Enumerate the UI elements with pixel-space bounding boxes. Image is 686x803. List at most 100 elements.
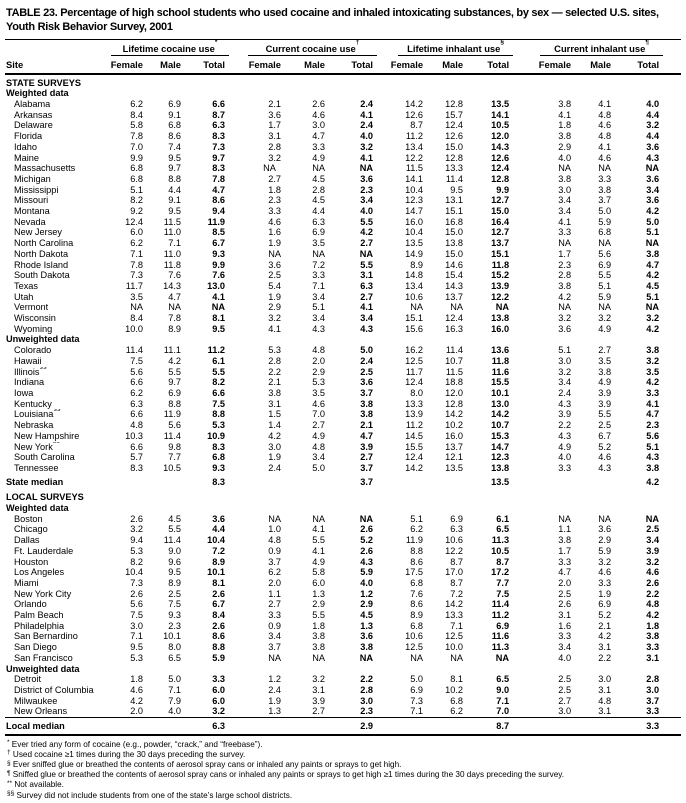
site-cell: North Carolina: [14, 238, 74, 249]
value-cell: 15.0: [445, 141, 464, 152]
value-cell: 11.7: [125, 280, 143, 291]
site-cell: South Dakota: [14, 270, 70, 281]
value-cell: NA: [598, 513, 612, 524]
value-cell: 2.5: [646, 524, 660, 535]
value-cell: 4.3: [598, 462, 612, 473]
value-cell: 3.8: [268, 387, 281, 398]
value-cell: 5.1: [598, 280, 612, 291]
value-cell: 5.2: [598, 441, 612, 452]
value-cell: 6.9: [598, 599, 612, 610]
value-cell: 6.0: [130, 227, 143, 238]
median-label: Local median: [5, 717, 101, 735]
value-cell: 1.1: [558, 524, 572, 535]
spacer-cell: [663, 174, 681, 185]
value-cell: 13.0: [207, 280, 225, 291]
footnote-marker-sup: **: [276, 163, 281, 166]
site-cell: Delaware: [14, 120, 53, 131]
value-cell: 4.1: [598, 141, 612, 152]
value-cell: 2.5: [558, 588, 572, 599]
spacer-cell: [663, 631, 681, 642]
footnote-marker: †: [7, 749, 11, 757]
column-header-male: Male: [427, 55, 468, 75]
median-total-cell: 4.2: [646, 476, 660, 487]
value-cell: 6.5: [496, 674, 510, 685]
value-cell: 8.3: [212, 441, 225, 452]
value-cell: 2.6: [558, 599, 572, 610]
footnote: * Ever tried any form of cocaine (e.g., …: [7, 739, 263, 749]
value-cell: 13.5: [491, 99, 510, 109]
value-cell: 4.7: [646, 409, 660, 420]
value-cell: 4.6: [312, 109, 325, 120]
value-cell: 9.3: [212, 248, 225, 259]
table-row: New York City 2.6 2.5 2.6 1.1 1.3 1.2 7.6 7.2 7.5…: [5, 589, 681, 600]
value-cell: 2.0: [558, 577, 572, 588]
value-cell: 3.6: [646, 141, 660, 152]
value-cell: 8.9: [168, 577, 181, 588]
spacer-cell: [663, 610, 681, 621]
value-cell: 6.8: [130, 163, 143, 174]
value-cell: 14.2: [445, 409, 464, 420]
value-cell: 4.2: [130, 695, 143, 706]
value-cell: 3.5: [312, 387, 325, 398]
value-cell: 9.1: [168, 195, 181, 206]
footnote: † Used cocaine ≥1 times during the 30 da…: [7, 749, 246, 759]
value-cell: NA: [495, 302, 510, 313]
value-cell: 4.2: [268, 430, 281, 441]
value-cell: 3.2: [646, 355, 660, 366]
value-cell: 2.0: [268, 577, 281, 588]
value-cell: 8.3: [212, 163, 225, 174]
value-cell: 6.2: [130, 238, 143, 249]
value-cell: 12.3: [405, 195, 424, 206]
spacer-cell: [663, 409, 681, 420]
column-header-male: Male: [285, 55, 329, 75]
value-cell: NA: [598, 302, 612, 313]
value-cell: 4.3: [558, 430, 572, 441]
value-cell: 2.6: [360, 545, 374, 556]
value-cell: 10.5: [491, 545, 510, 556]
value-cell: 3.8: [360, 398, 374, 409]
value-cell: 9.5: [168, 567, 181, 578]
value-cell: NA: [558, 163, 572, 174]
value-cell: 12.2: [445, 545, 464, 556]
value-cell: 6.6: [130, 377, 143, 388]
value-cell: 2.3: [168, 620, 181, 631]
value-cell: 4.6: [598, 452, 612, 463]
value-cell: 13.4: [405, 280, 424, 291]
median-row: Local median 6.3 2.9 8.7 3.3: [5, 717, 682, 735]
site-cell: Illinois§§: [5, 367, 101, 378]
subheader-row: Weighted data: [5, 503, 681, 514]
value-cell: 8.5: [212, 227, 225, 238]
value-cell: 11.2: [405, 131, 424, 142]
subsection-label: Weighted data: [6, 88, 69, 99]
value-cell: 16.3: [445, 323, 464, 334]
section-label: LOCAL SURVEYS: [6, 492, 84, 503]
value-cell: 7.0: [130, 141, 143, 152]
value-cell: 6.6: [212, 99, 225, 109]
value-cell: 9.6: [168, 556, 181, 567]
value-cell: 4.0: [360, 577, 374, 588]
spacer-cell: [663, 55, 682, 75]
value-cell: 3.2: [268, 152, 281, 163]
value-cell: 6.8: [212, 452, 225, 463]
value-cell: 13.7: [491, 238, 510, 249]
column-header-female: Female: [513, 55, 576, 75]
value-cell: 3.5: [312, 238, 325, 249]
value-cell: 5.0: [646, 216, 660, 227]
value-cell: 12.6: [445, 131, 464, 142]
value-cell: 10.5: [163, 462, 181, 473]
value-cell: 4.1: [558, 109, 572, 120]
spacer-cell: [663, 142, 681, 153]
value-cell: 7.6: [410, 588, 424, 599]
value-cell: 6.6: [130, 441, 143, 452]
value-cell: 5.2: [598, 610, 612, 621]
spacer-cell: [663, 706, 681, 717]
value-cell: 3.5: [646, 366, 660, 377]
value-cell: 8.3: [130, 462, 143, 473]
value-cell: 4.0: [646, 99, 660, 109]
site-cell: Dallas: [14, 535, 40, 546]
value-cell: NA: [410, 302, 424, 313]
table-row: Kentucky 6.3 8.8 7.5 3.1 4.6 3.8 13.3 12.8 13.0 4.…: [5, 399, 681, 410]
value-cell: 9.5: [168, 206, 181, 217]
value-cell: 2.4: [268, 462, 281, 473]
value-cell: 4.9: [312, 556, 325, 567]
